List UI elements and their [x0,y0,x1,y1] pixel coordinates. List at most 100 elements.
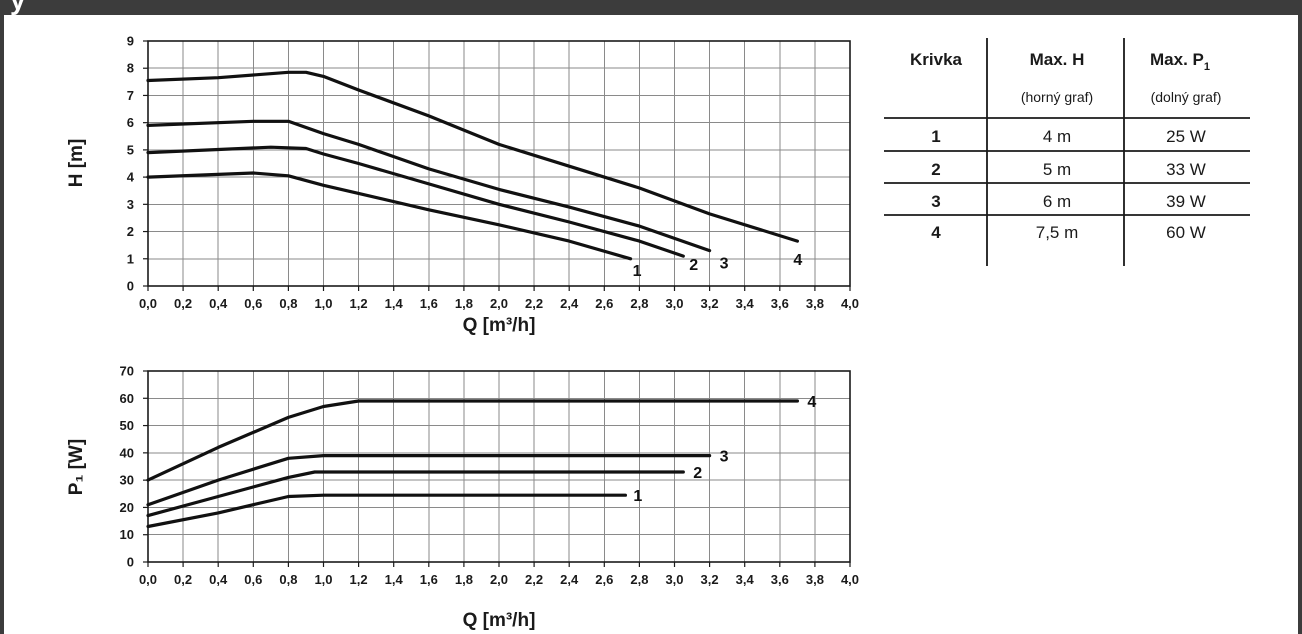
x-tick-label: 0,6 [244,296,262,311]
x-axis-label: Q [m³/h] [463,315,536,336]
series-label-4: 4 [793,252,802,269]
series-label-2: 2 [693,465,702,482]
series-label-2: 2 [689,257,698,274]
x-tick-label: 2,6 [595,572,613,587]
x-tick-label: 0,0 [139,572,157,587]
header-max-p-sub: (dolný graf) [1151,89,1222,105]
y-tick-label: 5 [127,142,134,157]
header-max-h-sub: (horný graf) [1021,89,1093,105]
x-tick-label: 2,6 [595,296,613,311]
frame-left-border [0,0,4,634]
x-tick-label: 0,8 [279,296,297,311]
series-line-2 [146,470,685,518]
x-tick-label: 1,4 [385,572,404,587]
x-tick-label: 3,4 [736,296,755,311]
y-tick-label: 2 [127,224,134,239]
series-line-4 [146,399,799,482]
series-label-1: 1 [633,488,642,505]
x-tick-label: 2,0 [490,572,508,587]
y-tick-label: 60 [120,391,134,406]
series-label-4: 4 [807,394,816,411]
x-tick-label: 1,6 [420,572,438,587]
x-tick-label: 3,0 [665,572,683,587]
y-axis-label: H [m] [66,139,87,188]
header-max-p: Max. P1 [1150,50,1210,73]
x-tick-label: 0,2 [174,572,192,587]
header-max-p-subscript: 1 [1204,61,1210,73]
series-line-3 [146,119,712,253]
row-curve: 2 [931,160,940,179]
x-tick-label: 1,0 [314,296,332,311]
curve-table: Krivka Max. H (horný graf) Max. P1 (doln… [880,38,1252,268]
x-tick-label: 3,2 [701,572,719,587]
series-label-3: 3 [720,449,729,466]
x-tick-label: 1,0 [314,572,332,587]
row-curve: 3 [931,192,940,211]
header-title: y [10,0,26,15]
x-tick-label: 2,2 [525,572,543,587]
y-tick-label: 20 [120,500,134,515]
y-tick-label: 0 [127,279,134,294]
y-tick-label: 6 [127,115,134,130]
curve-table-grid: Krivka Max. H (horný graf) Max. P1 (doln… [884,38,1250,266]
header-curve: Krivka [910,50,963,69]
x-tick-label: 1,2 [350,296,368,311]
series-line-1 [146,493,627,529]
row-curve: 1 [931,127,940,146]
y-tick-label: 40 [120,445,134,460]
y-tick-label: 10 [120,527,134,542]
x-tick-label: 2,8 [630,572,648,587]
series-line-3 [146,454,712,507]
x-tick-label: 0,6 [244,572,262,587]
row-max-p: 39 W [1166,192,1206,211]
series-line-1 [146,171,633,261]
header-bar: y [0,0,1302,15]
frame-right-border [1298,0,1302,634]
grid [147,40,851,287]
x-tick-label: 3,4 [736,572,755,587]
x-tick-label: 3,6 [771,296,789,311]
x-tick-label: 2,4 [560,296,579,311]
row-max-h: 6 m [1043,192,1071,211]
y-tick-label: 4 [127,170,135,185]
x-tick-label: 1,6 [420,296,438,311]
x-tick-label: 3,6 [771,572,789,587]
y-tick-label: 9 [127,34,134,49]
y-tick-label: 1 [127,251,134,266]
x-axis-label: Q [m³/h] [463,610,536,631]
series-label-3: 3 [720,256,729,273]
x-tick-label: 3,0 [665,296,683,311]
x-tick-label: 2,2 [525,296,543,311]
header-max-h: Max. H [1030,50,1085,69]
head-chart: 0,0 0,2 0,4 0,6 0,8 1,0 1,2 1,4 1,6 1,8 2,0 2,2 2,4 2… [66,34,859,337]
x-tick-label: 0,4 [209,296,228,311]
y-axis-label: P₁ [W] [66,439,87,495]
y-tick-label: 7 [127,88,134,103]
row-max-h: 5 m [1043,160,1071,179]
row-max-p: 60 W [1166,223,1206,242]
row-max-p: 25 W [1166,127,1206,146]
x-tick-label: 0,0 [139,296,157,311]
row-max-p: 33 W [1166,160,1206,179]
power-chart: 0,0 0,2 0,4 0,6 0,8 1,0 1,2 1,4 1,6 1,8 2,0 2,2 2,4 2… [66,364,859,632]
row-curve: 4 [931,223,941,242]
series-line-2 [146,145,685,258]
x-tick-label: 2,0 [490,296,508,311]
y-tick-label: 3 [127,197,134,212]
series-line-4 [146,70,799,243]
y-tick-label: 50 [120,418,134,433]
row-max-h: 4 m [1043,127,1071,146]
y-tick-label: 8 [127,61,134,76]
x-tick-label: 0,2 [174,296,192,311]
x-tick-label: 0,4 [209,572,228,587]
x-tick-label: 4,0 [841,572,859,587]
x-tick-label: 2,8 [630,296,648,311]
x-tick-label: 2,4 [560,572,579,587]
x-tick-label: 3,2 [701,296,719,311]
row-max-h: 7,5 m [1036,223,1079,242]
series-label-1: 1 [633,263,642,280]
y-tick-label: 0 [127,555,134,570]
y-tick-label: 70 [120,364,134,379]
x-tick-label: 1,2 [350,572,368,587]
x-tick-label: 1,8 [455,296,473,311]
